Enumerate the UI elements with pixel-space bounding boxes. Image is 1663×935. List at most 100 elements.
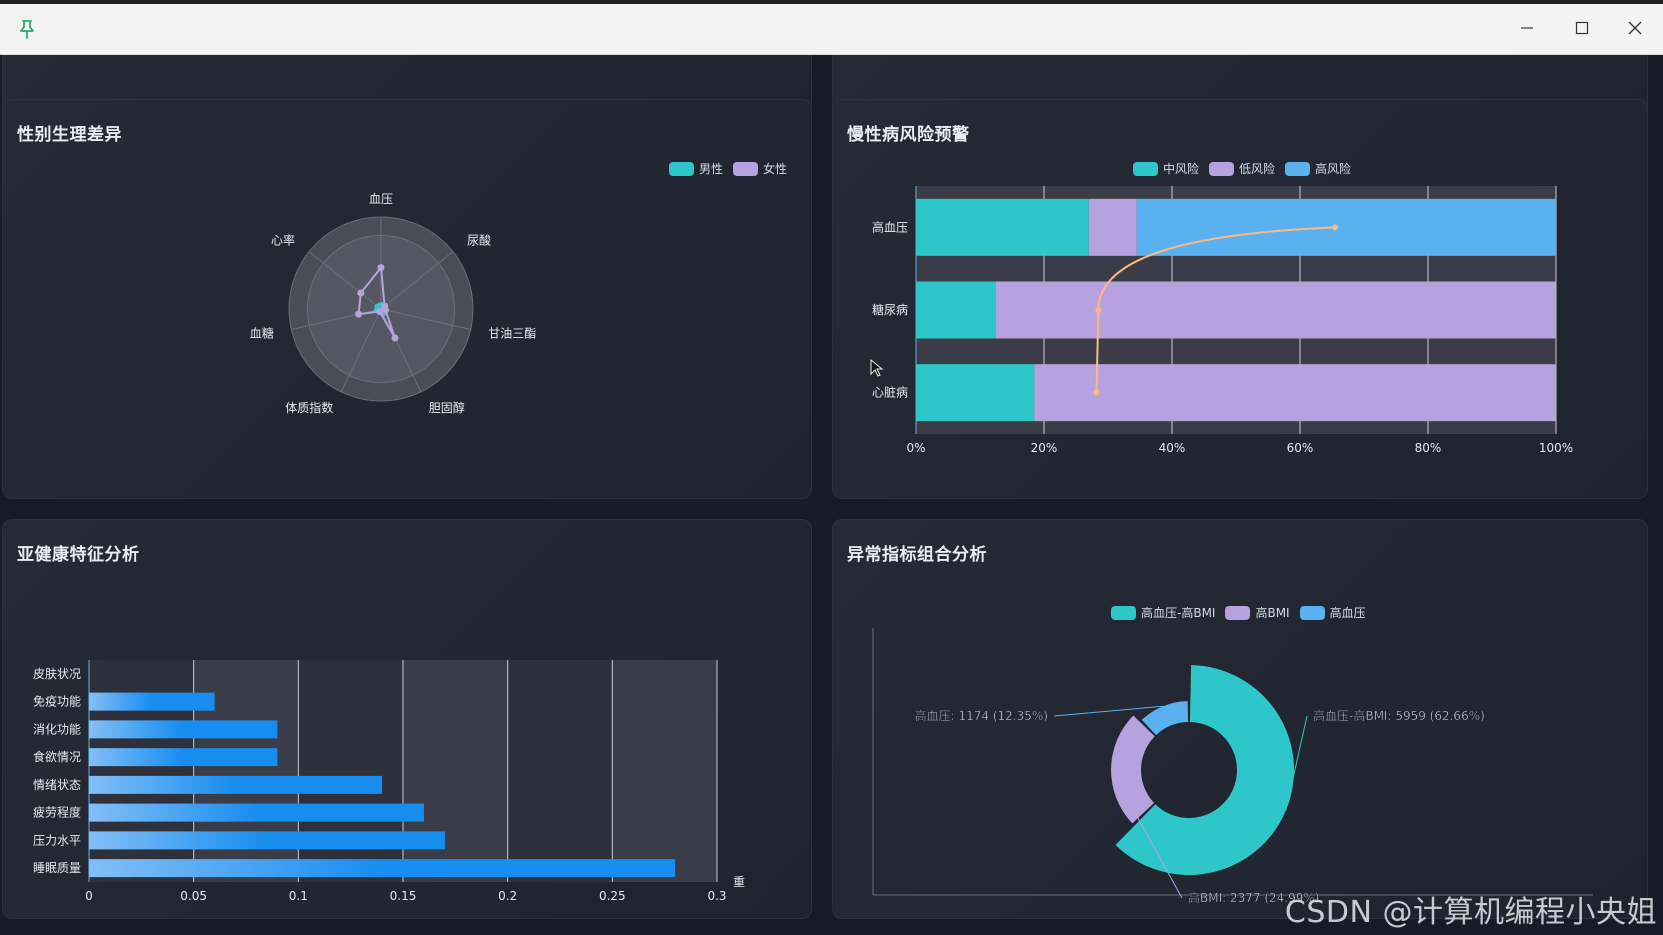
legend-item-hbmi[interactable]: 高BMI [1225,604,1290,621]
legend-item-hbp[interactable]: 高血压 [1299,604,1366,621]
stacked-bar-segment [1034,364,1556,422]
legend-item-medium-risk[interactable]: 中风险 [1133,160,1199,177]
stacked-bar-segment [996,281,1556,339]
data-bar [89,831,445,850]
legend-item-hbp-hbmi[interactable]: 高血压-高BMI [1111,604,1215,621]
radar-point [357,289,365,297]
legend-label: 中风险 [1163,162,1200,176]
legend-label: 女性 [762,162,787,176]
chart-legend: 高血压-高BMI 高BMI 高血压 [1111,604,1366,621]
radar-axis [308,251,382,310]
radar-point [381,306,389,314]
x-tick-label: 0.3 [707,889,726,903]
legend-swatch [1111,605,1136,620]
maximize-icon [1575,20,1589,39]
legend-item-female[interactable]: 女性 [732,160,787,177]
x-tick-label: 0.2 [498,889,517,903]
radar-axis [380,308,471,330]
close-button[interactable] [1608,4,1662,54]
legend-swatch [668,161,694,176]
radar-indicator-label: 尿酸 [467,232,491,247]
panel-gender-diff: 性别生理差异 男性 女性 血压 尿酸 甘油三酯 胆固醇 体质指数 血糖 心率 [2,99,812,499]
x-tick-label: 100% [1539,441,1573,455]
pie-slice [1115,665,1294,875]
legend-item-male[interactable]: 男性 [668,160,723,177]
radar-indicator-label: 血糖 [250,325,274,340]
legend-label: 低风险 [1239,162,1276,176]
panel-abnormal-combo: 异常指标组合分析 高血压-高BMI 高BMI 高血压 高血压-高BMI: 595… [832,519,1648,919]
dashboard: 性别生理差异 男性 女性 血压 尿酸 甘油三酯 胆固醇 体质指数 血糖 心率 慢性病风险预警… [0,55,1663,935]
y-category-label: 疲劳程度 [33,805,81,820]
y-category-label: 高血压 [872,219,908,234]
radar-axis [340,308,382,393]
radar-point [377,264,385,272]
x-tick-label: 80% [1415,441,1442,455]
y-category-label: 免疫功能 [33,694,81,709]
y-category-label: 情绪状态 [33,778,81,792]
stacked-bar-segment [1136,198,1556,256]
legend-swatch [1133,161,1158,176]
y-category-label: 心脏病 [872,385,908,400]
legend-label: 高风险 [1315,162,1352,176]
top-frame-strip [0,0,1663,4]
label-leader-line [1053,705,1164,717]
data-bar [89,859,676,878]
panel-title: 慢性病风险预警 [847,125,970,145]
watermark-text: CSDN @计算机编程小央姐 [1284,895,1657,930]
radar-indicator-label: 血压 [369,192,393,206]
slice-label: 高血压-高BMI: 5959 (62.66%) [1313,708,1485,723]
trend-line [1095,226,1336,393]
trend-point [1093,389,1100,396]
horizontal-bar-chart[interactable]: 0 0.05 0.1 0.15 0.2 0.25 0.3 重 皮肤状况免疫功能消化功能食欲情况情… [3,520,813,920]
radar-axis [380,251,454,310]
x-tick-label: 0 [85,889,93,903]
y-category-label: 消化功能 [33,722,81,736]
x-tick-label: 40% [1159,441,1186,455]
data-bar [89,803,424,822]
stacked-bar-segment [916,198,1089,256]
legend-swatch [1285,161,1311,176]
x-tick-label: 0.25 [599,889,626,903]
legend-swatch [1209,161,1235,176]
minimize-icon [1520,20,1534,39]
y-category-label: 皮肤状况 [33,666,81,681]
legend-item-low-risk[interactable]: 低风险 [1209,160,1275,177]
radar-point [376,307,384,315]
radar-indicator-label: 心率 [271,232,295,247]
window-titlebar [0,4,1663,55]
legend-swatch [732,161,758,176]
y-category-label: 压力水平 [33,833,81,847]
panel-title: 亚健康特征分析 [17,545,140,565]
radar-indicator-label: 体质指数 [285,400,333,415]
maximize-button[interactable] [1555,4,1609,54]
minimize-button[interactable] [1500,4,1554,54]
x-tick-label: 0% [906,441,925,455]
legend-item-high-risk[interactable]: 高风险 [1285,160,1351,177]
panel-title: 性别生理差异 [17,125,122,145]
close-icon [1628,20,1642,39]
pin-icon[interactable] [16,18,38,44]
trend-point [1332,224,1339,231]
panel-title: 异常指标组合分析 [847,545,987,565]
legend-swatch [1225,605,1251,620]
data-bar [89,692,215,711]
trend-point [1095,307,1102,313]
radar-point [391,334,399,342]
x-axis-name: 重 [733,875,745,889]
data-bar [89,775,383,794]
plot-band [507,660,613,882]
rose-pie-chart[interactable]: 高血压-高BMI: 5959 (62.66%) 高BMI: 2377 (24.99… [833,520,1649,920]
legend-label: 高血压-高BMI [1141,606,1216,620]
radar-point [355,310,363,318]
legend-label: 高BMI [1255,606,1290,620]
mouse-cursor-icon [870,358,884,377]
pie-slice [1111,715,1155,824]
legend-swatch [1299,605,1325,620]
y-category-label: 糖尿病 [872,302,908,317]
pie-slice [1141,701,1189,736]
x-tick-label: 0.05 [180,889,207,903]
chart-legend: 中风险 低风险 高风险 [1133,160,1351,177]
y-category-label: 睡眠质量 [33,861,81,875]
